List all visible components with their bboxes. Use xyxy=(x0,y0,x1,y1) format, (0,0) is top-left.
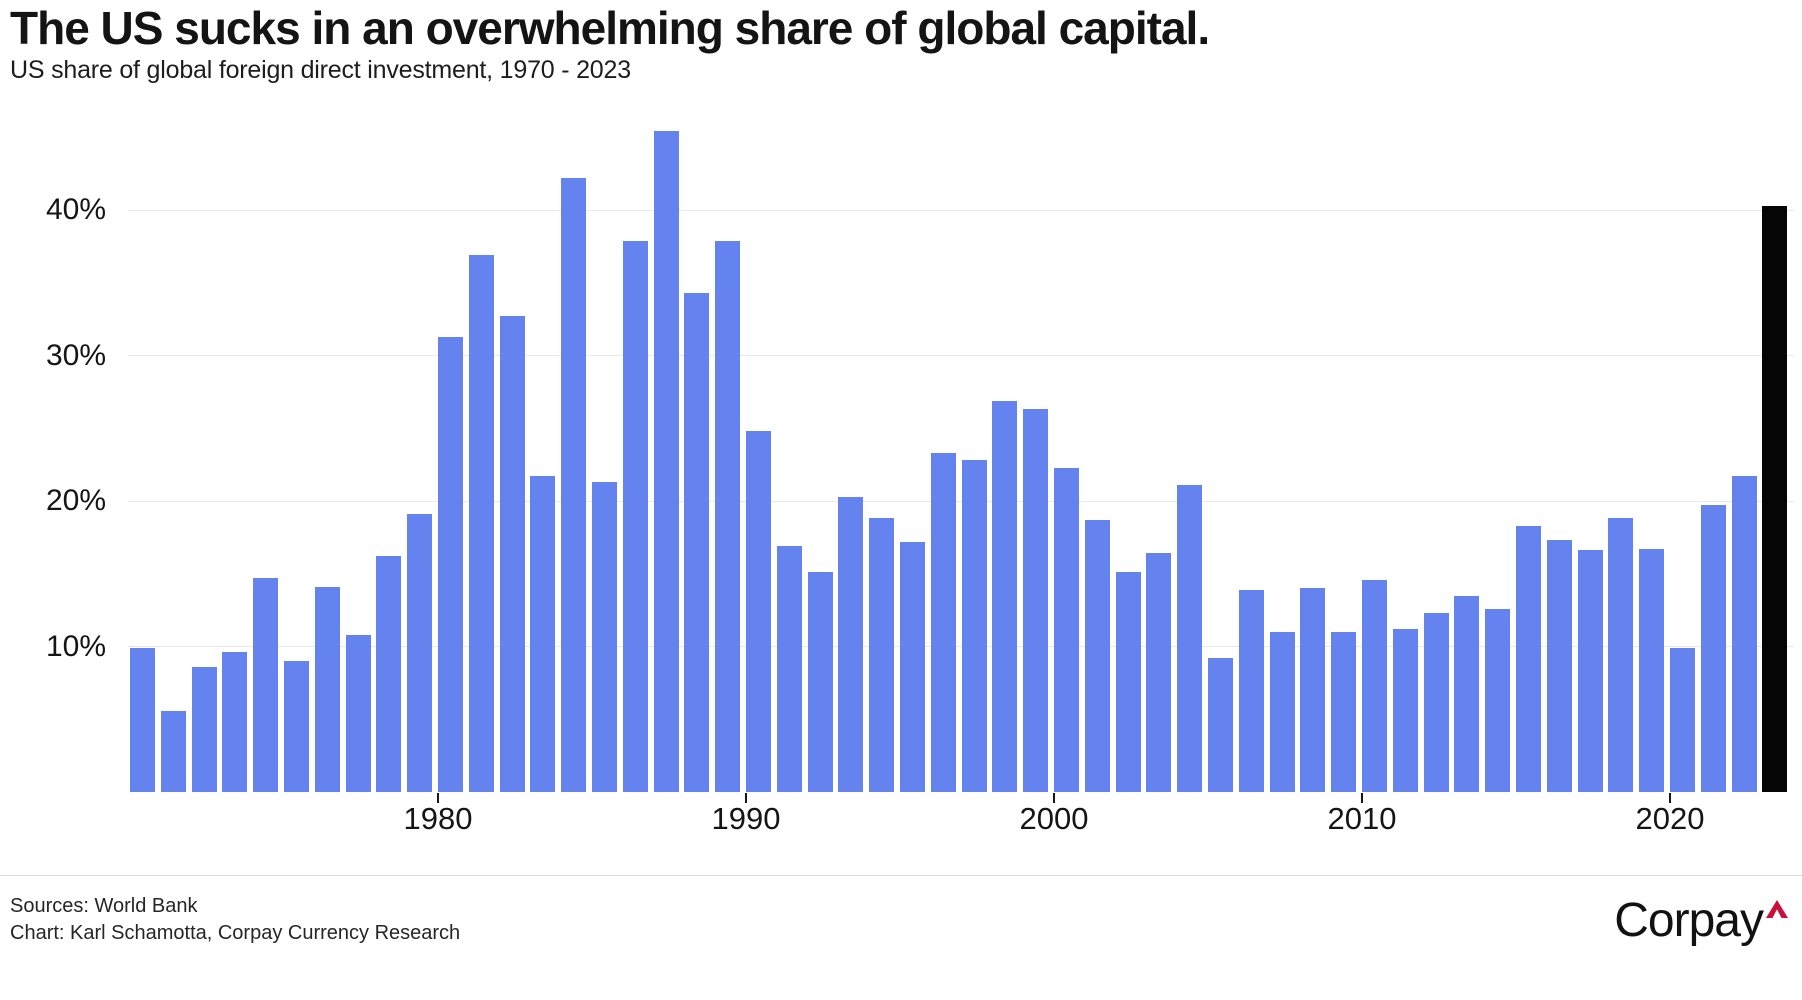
bar-1981 xyxy=(468,255,494,792)
bar-1996 xyxy=(930,452,956,792)
bar-2018 xyxy=(1608,518,1634,792)
bar-2000 xyxy=(1054,467,1079,792)
y-axis-label-30: 30% xyxy=(45,338,106,372)
bar-2019 xyxy=(1639,549,1665,792)
bar-2011 xyxy=(1392,629,1418,792)
bar-1975 xyxy=(284,661,309,792)
bar-2006 xyxy=(1238,589,1264,792)
source-line-1: Sources: World Bank xyxy=(10,895,198,917)
bar-1998 xyxy=(992,400,1018,792)
bar-1984 xyxy=(561,177,587,792)
bar-2013 xyxy=(1454,595,1480,792)
bar-2004 xyxy=(1177,484,1203,792)
corpay-logo-text: Corpay xyxy=(1614,894,1764,947)
y-axis-label-40: 40% xyxy=(45,193,106,226)
gridline-20 xyxy=(128,500,1794,502)
bar-2015 xyxy=(1516,525,1541,792)
gridline-30 xyxy=(128,355,1794,356)
bar-1992 xyxy=(807,572,833,792)
bar-2017 xyxy=(1577,550,1603,792)
bar-1987 xyxy=(653,131,679,792)
bar-2022 xyxy=(1731,476,1757,792)
bar-1974 xyxy=(253,578,279,792)
x-axis-label-1980: 1980 xyxy=(403,801,473,836)
bar-2023 xyxy=(1762,205,1788,792)
gridline-40 xyxy=(128,209,1794,211)
bar-2002 xyxy=(1115,572,1141,792)
bar-1973 xyxy=(222,652,248,792)
source-line-2: Chart: Karl Schamotta, Corpay Currency R… xyxy=(10,922,461,944)
bar-1999 xyxy=(1023,409,1049,792)
bar-1995 xyxy=(900,541,925,792)
bar-2020 xyxy=(1670,647,1695,792)
x-tick-2010 xyxy=(1361,793,1363,803)
bar-1979 xyxy=(407,514,433,792)
bar-2009 xyxy=(1331,631,1357,792)
bar-2003 xyxy=(1146,553,1172,792)
chart-title: The US sucks in an overwhelming share of… xyxy=(10,2,1210,54)
footer-divider xyxy=(0,875,1802,876)
y-axis-label-20: 20% xyxy=(45,484,106,517)
x-tick-1990 xyxy=(745,793,747,803)
gridline-10 xyxy=(128,646,1794,647)
bar-1988 xyxy=(684,292,710,792)
bar-2021 xyxy=(1700,505,1726,792)
bar-2005 xyxy=(1208,658,1233,792)
x-axis-label-2020: 2020 xyxy=(1635,801,1705,836)
bar-1985 xyxy=(592,482,617,792)
x-axis-label-2010: 2010 xyxy=(1327,801,1397,836)
bar-1970 xyxy=(130,647,155,792)
bar-2012 xyxy=(1423,613,1449,792)
x-tick-2000 xyxy=(1053,793,1055,803)
bar-1991 xyxy=(776,546,802,792)
x-tick-2020 xyxy=(1669,793,1671,803)
bar-1983 xyxy=(530,476,556,792)
bar-1977 xyxy=(345,634,371,792)
corpay-logo: Corpay xyxy=(1614,897,1788,945)
bar-1978 xyxy=(376,556,402,792)
bar-1993 xyxy=(838,496,864,792)
x-tick-1980 xyxy=(437,793,439,803)
bar-1971 xyxy=(160,710,186,792)
bar-2010 xyxy=(1362,579,1387,792)
bar-2016 xyxy=(1546,540,1572,792)
bar-1972 xyxy=(191,666,217,792)
bar-1989 xyxy=(715,240,741,792)
y-axis-label-10: 10% xyxy=(45,629,106,663)
x-axis-label-1990: 1990 xyxy=(711,801,781,836)
bar-1980 xyxy=(438,336,463,792)
bar-2008 xyxy=(1300,588,1326,792)
bar-2001 xyxy=(1084,519,1110,792)
bar-1994 xyxy=(869,518,895,792)
source-note: Sources: World Bank Chart: Karl Schamott… xyxy=(10,893,460,947)
corpay-caret-icon xyxy=(1766,900,1788,918)
bar-1997 xyxy=(961,460,987,792)
bar-1976 xyxy=(314,586,340,792)
bar-1982 xyxy=(499,316,525,792)
bar-2007 xyxy=(1269,631,1295,792)
x-axis-label-2000: 2000 xyxy=(1019,801,1089,836)
bar-1990 xyxy=(746,431,771,792)
chart-subtitle: US share of global foreign direct invest… xyxy=(10,56,631,84)
bar-1986 xyxy=(622,240,648,792)
bar-2014 xyxy=(1485,608,1511,792)
